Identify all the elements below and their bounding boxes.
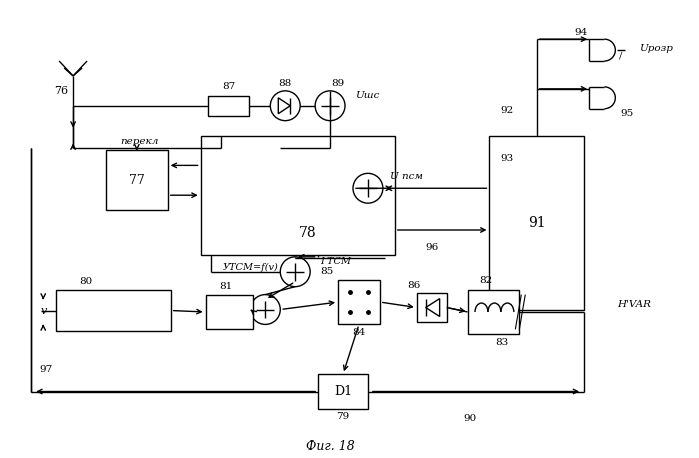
Text: H'VAR: H'VAR xyxy=(617,300,651,309)
Text: Фиг. 18: Фиг. 18 xyxy=(305,440,354,453)
Bar xyxy=(468,289,519,334)
Text: 88: 88 xyxy=(279,79,292,88)
Text: 95: 95 xyxy=(620,109,633,118)
Text: 87: 87 xyxy=(222,82,235,91)
Text: УТСМ=f(v): УТСМ=f(v) xyxy=(222,263,278,273)
Bar xyxy=(206,294,253,329)
Text: /: / xyxy=(619,52,623,60)
Bar xyxy=(489,136,584,310)
Text: 83: 83 xyxy=(495,338,508,347)
Circle shape xyxy=(280,257,310,287)
Polygon shape xyxy=(426,299,440,316)
Text: 90: 90 xyxy=(463,414,476,423)
Text: U псм: U псм xyxy=(390,172,423,181)
Text: 93: 93 xyxy=(500,154,514,163)
Text: 80: 80 xyxy=(80,277,93,286)
Circle shape xyxy=(250,294,280,324)
Text: v: v xyxy=(40,306,46,316)
Bar xyxy=(417,293,447,322)
Text: 76: 76 xyxy=(54,86,69,96)
Text: D1: D1 xyxy=(334,385,352,398)
Polygon shape xyxy=(278,98,290,114)
Bar xyxy=(208,96,250,116)
Text: 79: 79 xyxy=(336,412,350,421)
Text: 77: 77 xyxy=(129,174,145,187)
Text: 96: 96 xyxy=(425,243,438,252)
Text: 84: 84 xyxy=(352,328,366,337)
Text: Uшс: Uшс xyxy=(355,91,380,100)
Text: 91: 91 xyxy=(528,216,545,229)
Text: 97: 97 xyxy=(39,365,52,374)
Text: 92: 92 xyxy=(500,106,514,115)
Text: 86: 86 xyxy=(407,281,420,290)
Text: Uрозр: Uрозр xyxy=(639,44,672,53)
Circle shape xyxy=(353,173,383,203)
Text: 85: 85 xyxy=(320,267,333,276)
Text: 82: 82 xyxy=(479,276,492,285)
Text: I ТСМ: I ТСМ xyxy=(320,257,351,266)
Bar xyxy=(201,136,395,255)
Text: 89: 89 xyxy=(331,79,345,88)
Text: 94: 94 xyxy=(575,27,588,37)
Circle shape xyxy=(315,91,345,120)
Bar xyxy=(106,151,168,210)
Text: перекл: перекл xyxy=(121,137,159,146)
Bar xyxy=(318,374,368,409)
Text: 78: 78 xyxy=(299,226,317,240)
Bar xyxy=(56,289,171,332)
Text: 81: 81 xyxy=(219,282,232,291)
Circle shape xyxy=(271,91,300,120)
Bar xyxy=(338,280,380,324)
